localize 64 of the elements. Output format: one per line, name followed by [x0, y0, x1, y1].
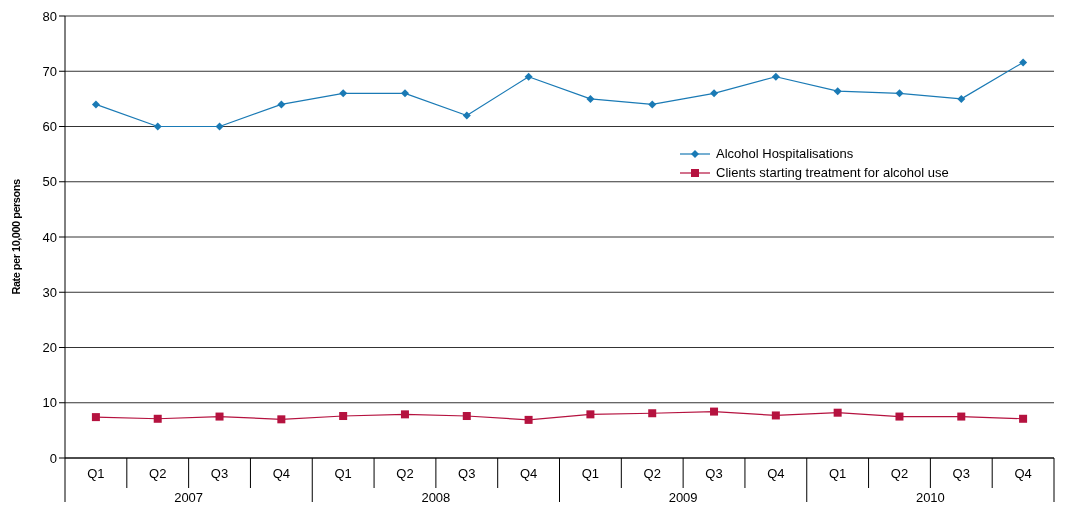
x-tick-label: Q4: [767, 466, 785, 481]
point: [215, 122, 224, 131]
x-tick-label: Q1: [581, 466, 600, 481]
x-tick-label: Q4: [519, 466, 538, 481]
point: [1019, 58, 1028, 67]
point: [1019, 414, 1028, 423]
x-tick-label: Q2: [396, 466, 414, 481]
x-tick-label: Q2: [890, 466, 909, 481]
x-tick-label: Q2: [643, 466, 661, 481]
point: [771, 411, 780, 420]
text: 2009: [668, 490, 698, 505]
point: [648, 100, 657, 109]
point: [339, 89, 348, 98]
point: [91, 100, 100, 109]
point: [524, 415, 533, 424]
point: [586, 410, 595, 419]
x-tick-label: Q4: [272, 466, 291, 481]
y-axis-title: Rate per 10,000 persons: [9, 179, 22, 295]
x-tick-label: Q3: [952, 466, 970, 481]
point: [586, 94, 595, 103]
y-tick-label: 70: [42, 63, 57, 79]
y-tick-label: 60: [42, 119, 57, 135]
point: [277, 100, 286, 109]
point: [710, 407, 719, 416]
x-tick-label: Q4: [1014, 466, 1032, 481]
y-tick-label: 80: [42, 8, 57, 24]
legend-label: Clients starting treatment for alcohol use: [716, 165, 949, 180]
y-tick-label: 20: [42, 340, 57, 356]
point: [400, 89, 409, 98]
point: [277, 415, 286, 424]
point: [524, 72, 533, 81]
legend-label: Alcohol Hospitalisations: [716, 146, 854, 161]
point: [400, 410, 409, 419]
y-tick-label: 40: [42, 229, 57, 245]
x-tick-label: Q3: [458, 466, 476, 481]
x-tick-label: Q1: [334, 466, 352, 481]
text: 2008: [421, 490, 451, 505]
point: [339, 412, 348, 421]
point: [957, 412, 966, 421]
point: [771, 72, 780, 81]
point: [462, 111, 471, 120]
x-tick-label: Q1: [87, 466, 105, 481]
point: [895, 412, 904, 421]
x-tick-label: Q1: [828, 466, 847, 481]
point: [710, 89, 719, 98]
point: [957, 94, 966, 103]
y-tick-label: 10: [42, 395, 57, 411]
point: [153, 414, 162, 423]
point: [648, 409, 657, 418]
x-tick-label: Q3: [705, 466, 723, 481]
text: 2007: [174, 490, 204, 505]
point: [153, 122, 162, 131]
point: [91, 413, 100, 422]
point: [215, 412, 224, 421]
point: [895, 89, 904, 98]
y-tick-label: 50: [42, 174, 57, 190]
point: [462, 412, 471, 421]
text: 2010: [915, 490, 945, 505]
y-tick-label: 0: [49, 450, 57, 466]
x-tick-label: Q3: [210, 466, 229, 481]
point: [833, 408, 842, 417]
point: [833, 87, 842, 96]
y-tick-label: 30: [42, 284, 57, 300]
x-tick-label: Q2: [149, 466, 167, 481]
